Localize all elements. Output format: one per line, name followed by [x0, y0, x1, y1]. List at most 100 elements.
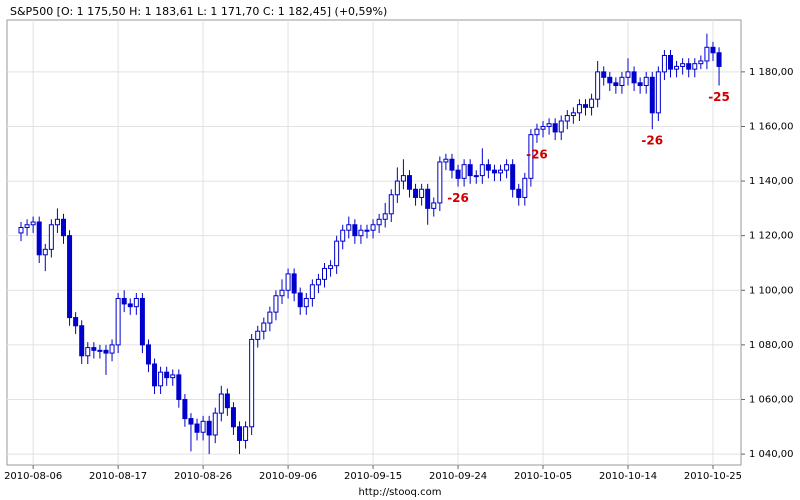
candle-body [334, 240, 340, 267]
candle-body [279, 289, 285, 297]
candle-body [297, 292, 303, 308]
candle-body [528, 134, 534, 179]
candle-body [443, 158, 449, 163]
candle-body [206, 420, 212, 436]
candle-body [170, 374, 176, 379]
y-tick-label: 1 080,00 [749, 340, 794, 351]
candle-body [97, 349, 103, 352]
candle-body [570, 112, 576, 117]
candle-body [485, 164, 491, 171]
candle-body [48, 224, 54, 250]
candle-body [79, 325, 85, 357]
candle-body [255, 330, 261, 340]
annotation: -26 [526, 147, 548, 161]
candle-body [145, 344, 151, 365]
candle-body [595, 71, 601, 100]
candle-body [698, 60, 704, 65]
candle-body [267, 311, 273, 324]
candle-body [42, 248, 48, 256]
candle-body [322, 267, 327, 280]
candle-body [558, 120, 564, 133]
candle-body [188, 418, 194, 425]
candle-body [212, 412, 218, 436]
y-tick-label: 1 180,00 [749, 67, 794, 78]
y-tick-label: 1 140,00 [749, 176, 794, 187]
y-tick-label: 1 100,00 [749, 285, 794, 296]
candle-body [303, 297, 309, 308]
candle-body [273, 295, 279, 313]
candle-body [704, 46, 710, 62]
candle-body [710, 46, 716, 54]
candle-body [498, 169, 504, 174]
x-tick-label: 2010-08-17 [89, 471, 147, 482]
candle-body [18, 226, 24, 234]
candle-body [85, 347, 91, 357]
candle-body [36, 221, 42, 256]
candle-body [285, 273, 291, 291]
candle-body [24, 224, 30, 228]
candle-body [510, 164, 516, 190]
candle-body [382, 213, 388, 220]
candle-body [686, 63, 692, 70]
candle-body [467, 164, 473, 177]
candle-body [631, 71, 637, 84]
candle-body [158, 371, 164, 387]
candle-body [680, 63, 686, 67]
x-tick-label: 2010-09-06 [259, 471, 317, 482]
y-tick-label: 1 060,00 [749, 394, 794, 405]
candle-body [249, 338, 255, 428]
candle-body [218, 393, 224, 414]
candle-body [419, 188, 425, 198]
candle-body [200, 420, 206, 433]
candle-body [133, 297, 139, 308]
candle-body [491, 169, 497, 174]
candle-body [127, 303, 133, 308]
candle-body [328, 265, 334, 269]
candle-body [388, 194, 394, 215]
candle-body [449, 158, 455, 171]
candle-body [164, 371, 170, 379]
candle-body [655, 71, 661, 114]
candle-body [607, 76, 613, 84]
candle-body [358, 229, 364, 237]
annotation: -26 [641, 134, 663, 148]
x-tick-label: 2010-10-05 [514, 471, 572, 482]
candle-body [54, 218, 60, 226]
candle-body [619, 76, 625, 87]
x-tick-label: 2010-10-14 [599, 471, 657, 482]
candle-body [637, 82, 643, 87]
candle-body [413, 188, 419, 198]
candle-body [661, 54, 667, 73]
candle-body [473, 175, 479, 178]
candle-body [91, 347, 97, 351]
candle-body [139, 297, 145, 346]
candle-body [346, 224, 352, 231]
candle-body [649, 76, 655, 114]
candle-body [237, 426, 243, 441]
candle-body [552, 123, 558, 133]
candle-body [455, 169, 461, 179]
plot-frame [6, 19, 742, 466]
candle-body [224, 393, 230, 409]
candle-body [601, 71, 607, 78]
candle-body [461, 164, 467, 179]
candle-body [425, 188, 431, 209]
candle-body [60, 218, 66, 237]
x-tick-label: 2010-08-26 [174, 471, 232, 482]
candle-body [692, 63, 698, 70]
candle-body [67, 235, 73, 319]
candle-body [340, 229, 346, 242]
candle-body [243, 426, 249, 441]
candle-body [406, 175, 412, 190]
footer: http://stooq.com [359, 487, 442, 498]
candle-body [534, 128, 540, 136]
x-tick-label: 2010-10-25 [684, 471, 742, 482]
candle-body [674, 65, 680, 70]
candle-body [516, 188, 522, 198]
candle-body [576, 104, 582, 114]
candle-body [121, 297, 127, 305]
candle-body [437, 161, 443, 204]
candle-body [540, 125, 546, 130]
candle-body [583, 104, 589, 108]
candle-body [194, 423, 200, 433]
